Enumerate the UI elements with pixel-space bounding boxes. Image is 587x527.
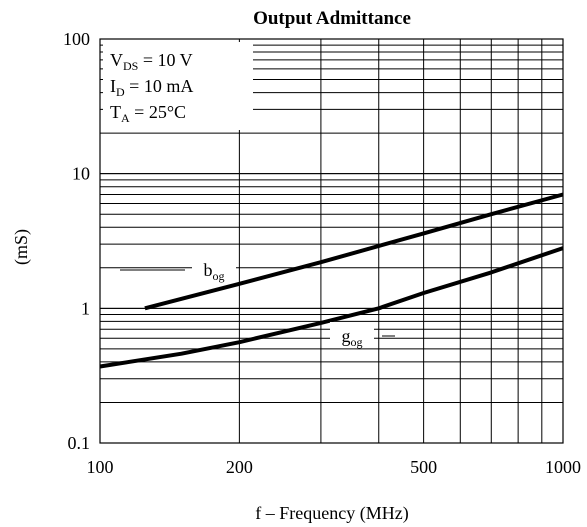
conditions-background bbox=[103, 42, 253, 130]
condition-line: TA = 25°C bbox=[110, 102, 186, 125]
chart-title: Output Admittance bbox=[253, 8, 411, 29]
series-label-background bbox=[330, 322, 374, 348]
y-tick-label: 10 bbox=[72, 164, 90, 184]
series-line-gog bbox=[99, 246, 564, 369]
x-tick-label: 1000 bbox=[545, 457, 581, 477]
tick-labels: 100 200 500 1000 0.1 1 10 100 bbox=[63, 29, 581, 477]
x-tick-label: 100 bbox=[87, 457, 114, 477]
series-labels: bog gog bbox=[120, 256, 395, 349]
conditions-box: VDS = 10 V ID = 10 mA TA = 25°C bbox=[103, 42, 253, 130]
series-label-gog: gog bbox=[342, 326, 363, 349]
series-label-bog: bog bbox=[204, 260, 225, 283]
y-axis-label: (mS) bbox=[11, 229, 32, 265]
series-label-background bbox=[192, 256, 236, 282]
y-tick-label: 1 bbox=[81, 298, 90, 318]
x-tick-label: 500 bbox=[410, 457, 437, 477]
series-lines bbox=[99, 192, 564, 369]
x-axis-label: f – Frequency (MHz) bbox=[255, 503, 408, 524]
y-tick-label: 100 bbox=[63, 29, 90, 49]
y-tick-label: 0.1 bbox=[68, 433, 91, 453]
plot-frame bbox=[99, 38, 564, 444]
condition-line: ID = 10 mA bbox=[110, 76, 193, 99]
x-tick-label: 200 bbox=[226, 457, 253, 477]
condition-line: VDS = 10 V bbox=[110, 50, 193, 73]
series-line-bog bbox=[144, 192, 564, 311]
